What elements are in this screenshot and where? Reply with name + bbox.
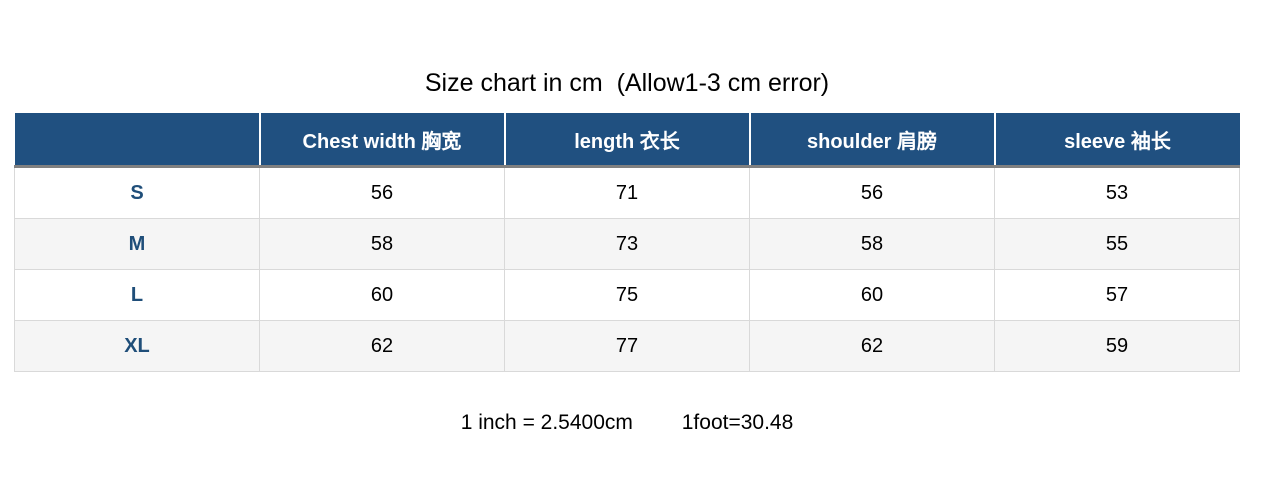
column-header-length: length 衣长 xyxy=(503,113,750,168)
size-chart-table: Chest width 胸宽 length 衣长 shoulder 肩膀 sle… xyxy=(14,113,1240,372)
table-cell-m-shoulder: 58 xyxy=(749,218,995,270)
table-cell-s-shoulder: 56 xyxy=(749,166,995,219)
table-row-xl: XL 62 77 62 59 xyxy=(14,320,1240,372)
table-cell-l-shoulder: 60 xyxy=(749,269,995,321)
table-row-s: S 56 71 56 53 xyxy=(14,166,1240,219)
column-header-shoulder: shoulder 肩膀 xyxy=(748,113,995,168)
table-cell-m-sleeve: 55 xyxy=(994,218,1240,270)
size-label-xl: XL xyxy=(14,320,260,372)
table-cell-s-sleeve: 53 xyxy=(994,166,1240,219)
size-chart-content: Size chart in cm (Allow1-3 cm error) Che… xyxy=(14,68,1240,435)
table-row-l: L 60 75 60 57 xyxy=(14,269,1240,321)
table-cell-l-sleeve: 57 xyxy=(994,269,1240,321)
table-cell-xl-sleeve: 59 xyxy=(994,320,1240,372)
inch-conversion-note: 1 inch = 2.5400cm xyxy=(460,411,633,434)
table-cell-l-chest: 60 xyxy=(259,269,505,321)
table-cell-m-chest: 58 xyxy=(259,218,505,270)
page-title: Size chart in cm (Allow1-3 cm error) xyxy=(424,69,830,97)
size-label-l: L xyxy=(14,269,260,321)
table-cell-s-chest: 56 xyxy=(259,166,505,219)
conversion-notes: 1 inch = 2.5400cm 1foot=30.48 xyxy=(14,410,1240,435)
table-cell-xl-shoulder: 62 xyxy=(749,320,995,372)
table-cell-l-length: 75 xyxy=(504,269,750,321)
column-header-chest-width: Chest width 胸宽 xyxy=(258,113,505,168)
table-cell-xl-chest: 62 xyxy=(259,320,505,372)
column-header-size xyxy=(14,113,260,168)
table-cell-xl-length: 77 xyxy=(504,320,750,372)
table-cell-m-length: 73 xyxy=(504,218,750,270)
column-header-sleeve: sleeve 袖长 xyxy=(993,113,1240,168)
foot-conversion-note: 1foot=30.48 xyxy=(681,411,794,434)
size-label-m: M xyxy=(14,218,260,270)
table-row-m: M 58 73 58 55 xyxy=(14,218,1240,270)
header-row: Chest width 胸宽 length 衣长 shoulder 肩膀 sle… xyxy=(14,113,1240,168)
size-label-s: S xyxy=(14,166,260,219)
table-cell-s-length: 71 xyxy=(504,166,750,219)
